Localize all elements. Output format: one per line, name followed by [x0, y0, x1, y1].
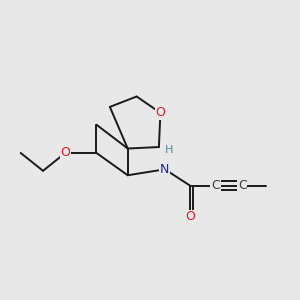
Text: C: C	[211, 179, 220, 192]
Text: H: H	[165, 145, 173, 155]
Text: O: O	[60, 146, 70, 160]
Text: O: O	[155, 106, 165, 119]
Text: N: N	[160, 163, 170, 176]
Text: C: C	[238, 179, 247, 192]
Text: O: O	[185, 210, 195, 224]
